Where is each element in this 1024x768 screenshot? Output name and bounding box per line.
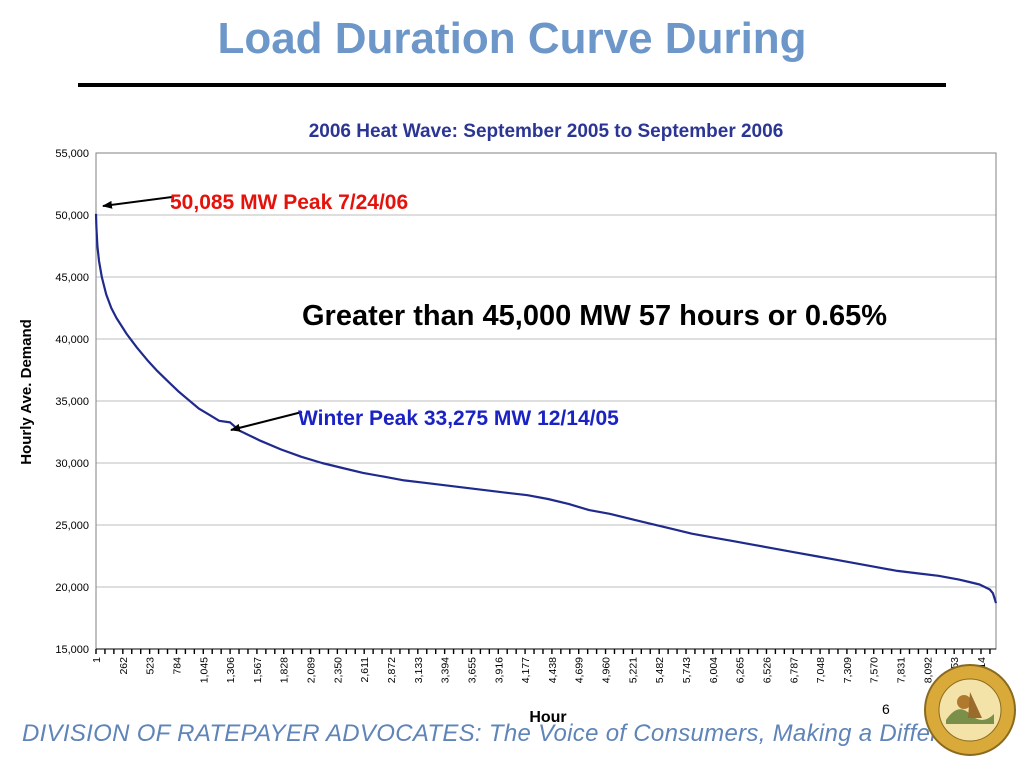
cpuc-seal-logo <box>924 664 1016 756</box>
page-number: 6 <box>882 701 890 717</box>
x-tick-label: 5,221 <box>627 657 639 683</box>
y-tick-label: 55,000 <box>55 148 89 160</box>
x-tick-label: 1,828 <box>279 657 291 683</box>
y-tick-label: 50,000 <box>55 210 89 222</box>
x-tick-label: 6,004 <box>708 657 720 683</box>
x-tick-label: 523 <box>145 657 157 675</box>
x-tick-label: 262 <box>118 657 130 675</box>
x-tick-label: 7,048 <box>815 657 827 683</box>
y-axis-label: Hourly Ave. Demand <box>18 319 35 465</box>
x-tick-label: 2,089 <box>306 657 318 683</box>
threshold-annotation: Greater than 45,000 MW 57 hours or 0.65% <box>302 300 888 332</box>
x-tick-label: 4,960 <box>601 657 613 683</box>
peak-annotation: 50,085 MW Peak 7/24/06 <box>170 191 409 214</box>
x-tick-label: 3,655 <box>466 657 478 683</box>
x-tick-label: 7,309 <box>842 657 854 683</box>
footer-tagline: DIVISION OF RATEPAYER ADVOCATES: The Voi… <box>22 720 999 747</box>
winter-peak-annotation: Winter Peak 33,275 MW 12/14/05 <box>298 407 619 430</box>
x-tick-label: 6,787 <box>788 657 800 683</box>
x-tick-label: 1 <box>91 657 103 663</box>
x-tick-label: 6,265 <box>735 657 747 683</box>
x-tick-label: 5,482 <box>654 657 666 683</box>
winter-arrow <box>230 411 303 432</box>
x-tick-label: 1,045 <box>198 657 210 683</box>
x-tick-label: 8,092 <box>922 657 934 683</box>
slide-title: Load Duration Curve During <box>217 14 807 63</box>
x-tick-label: 3,133 <box>413 657 425 683</box>
y-axis: 15,000 20,000 25,000 30,000 35,000 40,000 45,0… <box>55 148 89 656</box>
x-tick-label: 4,699 <box>574 657 586 683</box>
x-tick-label: 3,916 <box>493 657 505 683</box>
x-tick-label: 7,570 <box>869 657 881 683</box>
x-tick-label: 2,350 <box>332 657 344 683</box>
grid <box>96 214 996 588</box>
y-tick-label: 35,000 <box>55 396 89 408</box>
x-tick-label: 784 <box>171 657 183 675</box>
x-tick-label: 5,743 <box>681 657 693 683</box>
x-tick-label: 7,831 <box>896 657 908 683</box>
x-axis: 1 262 523 784 1,045 1,306 1,567 1,828 2,089 2,350… <box>91 648 996 683</box>
x-tick-label: 6,526 <box>761 657 773 683</box>
series-layer <box>94 213 998 604</box>
x-tick-label: 1,306 <box>225 657 237 683</box>
x-axis-label: Hour <box>529 709 566 726</box>
chart-title: 2006 Heat Wave: September 2005 to Septem… <box>308 121 784 142</box>
x-tick-label: 4,177 <box>520 657 532 683</box>
y-tick-label: 25,000 <box>55 520 89 532</box>
y-tick-label: 30,000 <box>55 458 89 470</box>
x-tick-label: 2,611 <box>359 657 371 683</box>
x-tick-label: 2,872 <box>386 657 398 683</box>
y-tick-label: 45,000 <box>55 272 89 284</box>
peak-arrow <box>102 196 173 209</box>
y-tick-label: 15,000 <box>55 644 89 656</box>
x-tick-label: 1,567 <box>252 657 264 683</box>
series-line-0 <box>94 213 998 604</box>
y-tick-label: 40,000 <box>55 334 89 346</box>
y-tick-label: 20,000 <box>55 582 89 594</box>
x-tick-label: 3,394 <box>440 657 452 683</box>
x-tick-label: 4,438 <box>547 657 559 683</box>
title-divider <box>78 83 946 87</box>
